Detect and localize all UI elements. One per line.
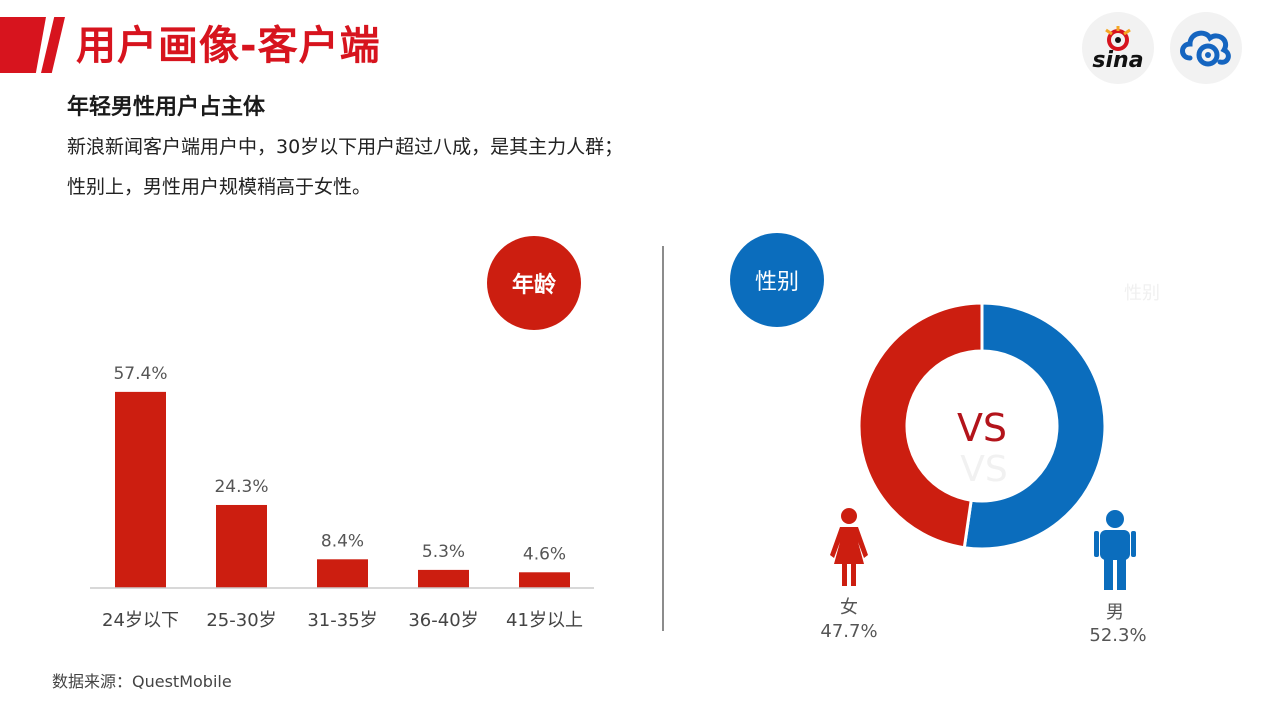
sina-logo: sina xyxy=(1082,12,1154,84)
bar-4 xyxy=(519,572,570,588)
male-icon-leg-left xyxy=(1104,558,1113,590)
bar-value-label-2: 8.4% xyxy=(321,531,364,551)
data-source: 数据来源：QuestMobile xyxy=(52,672,232,691)
male-icon-leg-right xyxy=(1117,558,1126,590)
male-value-label: 52.3% xyxy=(1089,625,1146,646)
bar-value-label-0: 57.4% xyxy=(113,364,167,384)
age-badge: 年龄 xyxy=(487,236,581,330)
x-tick-label-3: 36-40岁 xyxy=(408,610,478,631)
description-line-1: 新浪新闻客户端用户中，30岁以下用户超过八成，是其主力人群； xyxy=(67,136,624,158)
donut-slice-male xyxy=(962,301,1107,551)
male-icon-body xyxy=(1100,530,1130,560)
cloud-logo-icon xyxy=(1180,30,1231,67)
male-label: 男 xyxy=(1106,602,1124,623)
description-line-2: 性别上，男性用户规模稍高于女性。 xyxy=(67,176,372,198)
x-tick-label-2: 31-35岁 xyxy=(307,610,377,631)
x-tick-label-0: 24岁以下 xyxy=(102,610,179,631)
male-icon-arm-right xyxy=(1131,531,1136,557)
female-icon-leg-right xyxy=(851,562,856,586)
donut-center-label: VS xyxy=(957,406,1007,450)
female-icon-leg-left xyxy=(842,562,847,586)
male-icon-arm-left xyxy=(1094,531,1099,557)
section-divider xyxy=(662,246,664,631)
donut-slice-female xyxy=(857,301,984,550)
bar-3 xyxy=(418,569,469,588)
x-tick-label-1: 25-30岁 xyxy=(206,610,276,631)
news-app-logo xyxy=(1170,12,1242,84)
ghost-gender-label: 性别 xyxy=(1124,283,1160,304)
female-value-label: 47.7% xyxy=(820,621,877,642)
gender-badge: 性别 xyxy=(730,233,824,327)
male-icon xyxy=(1106,510,1124,528)
x-tick-label-4: 41岁以上 xyxy=(506,610,583,631)
page-title: 用户画像-客户端 xyxy=(76,23,381,69)
bar-value-label-3: 5.3% xyxy=(422,542,465,562)
bar-1 xyxy=(216,504,267,588)
female-label: 女 xyxy=(840,597,858,618)
bar-value-label-1: 24.3% xyxy=(214,477,268,497)
subtitle: 年轻男性用户占主体 xyxy=(67,95,266,120)
bar-value-label-4: 4.6% xyxy=(523,544,566,564)
sina-eye-icon: sina xyxy=(1092,26,1144,73)
female-icon xyxy=(841,508,857,524)
ghost-vs-label: VS xyxy=(960,449,1007,490)
bar-2 xyxy=(317,559,368,588)
svg-text:sina: sina xyxy=(1092,48,1143,73)
bar-0 xyxy=(115,391,166,588)
female-icon-body xyxy=(830,527,868,564)
